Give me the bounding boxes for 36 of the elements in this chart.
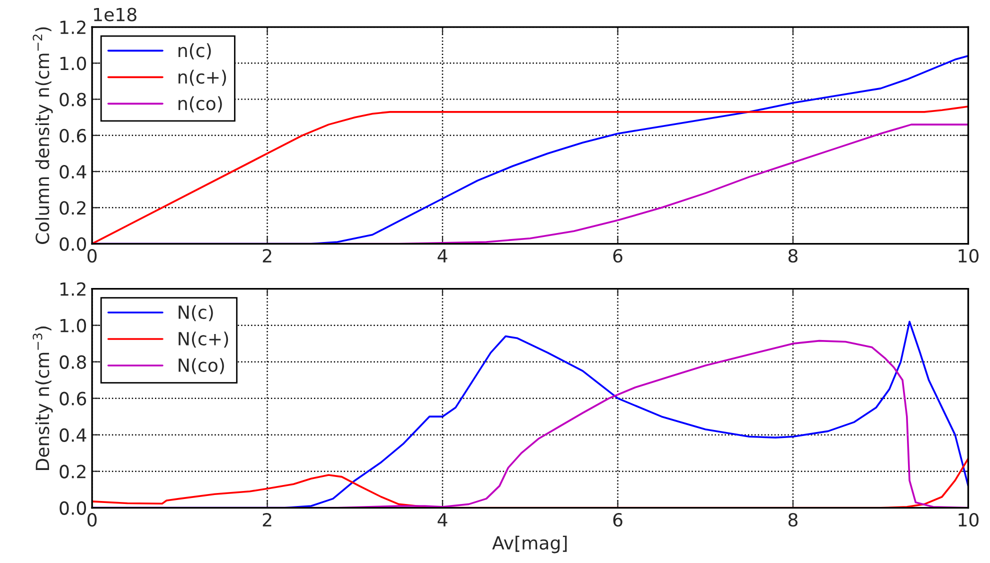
y-tick-label: 0.4 bbox=[60, 164, 86, 179]
y-tick-label: 0.2 bbox=[60, 464, 86, 478]
y-tick-label: 0.0 bbox=[60, 237, 86, 251]
x-tick-label: 2 bbox=[262, 513, 272, 526]
y-tick-label: 0.8 bbox=[60, 92, 86, 106]
legend-label: N(c) bbox=[178, 305, 213, 322]
text: 1e18 bbox=[94, 8, 136, 22]
x-tick-label: 4 bbox=[438, 249, 448, 262]
x-tick-label: 10 bbox=[958, 513, 979, 527]
y-axis-title: Column density n(cm$^{−2}$) bbox=[32, 27, 53, 244]
x-tick-label: 6 bbox=[613, 513, 622, 527]
y-tick-label: 0.0 bbox=[60, 501, 86, 515]
x-tick-label: 0 bbox=[88, 513, 97, 527]
y-tick-label: 1.2 bbox=[60, 282, 86, 296]
y-tick-label: 0.2 bbox=[60, 201, 86, 215]
legend-label: n(co) bbox=[178, 96, 222, 112]
y-axis-title: Density n(cm$^{−3}$) bbox=[32, 326, 53, 470]
x-tick-label: 2 bbox=[262, 248, 272, 262]
legend-label: n(c+) bbox=[178, 70, 226, 86]
y-tick-label: 1.0 bbox=[60, 56, 86, 70]
legend-label: n(c) bbox=[178, 43, 211, 60]
y-tick-label: 0.8 bbox=[60, 355, 86, 369]
x-tick-label: 6 bbox=[613, 248, 622, 263]
x-axis-title: Av[mag] bbox=[492, 536, 567, 554]
y-tick-label: 0.6 bbox=[60, 392, 86, 406]
x-tick-label: 4 bbox=[438, 513, 448, 526]
y-tick-label: 1.0 bbox=[60, 318, 86, 332]
y-tick-label: 0.6 bbox=[60, 128, 86, 143]
legend-label: N(c+) bbox=[178, 332, 228, 348]
y-tick-label: 1.2 bbox=[60, 20, 86, 34]
x-tick-label: 0 bbox=[88, 248, 97, 263]
x-tick-label: 8 bbox=[788, 513, 798, 527]
x-tick-label: 10 bbox=[958, 248, 979, 263]
y-tick-label: 0.4 bbox=[60, 428, 86, 442]
x-tick-label: 8 bbox=[788, 248, 798, 263]
legend-label: N(co) bbox=[178, 358, 224, 374]
